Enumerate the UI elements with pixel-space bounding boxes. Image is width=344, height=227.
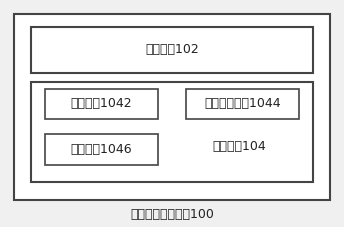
Bar — [186, 89, 299, 119]
Bar — [14, 14, 330, 200]
Text: 判断单元102: 判断单元102 — [145, 43, 199, 57]
Text: 读写单元1042: 读写单元1042 — [71, 97, 132, 110]
Text: 数据确定单元1044: 数据确定单元1044 — [204, 97, 281, 110]
Text: 控制单元104: 控制单元104 — [212, 140, 266, 153]
Bar — [45, 89, 158, 119]
Text: 伽玛校正缓冲电路100: 伽玛校正缓冲电路100 — [130, 208, 214, 221]
Text: 复位单元1046: 复位单元1046 — [71, 143, 132, 156]
Bar — [31, 27, 313, 73]
Bar — [31, 82, 313, 182]
Bar — [45, 134, 158, 165]
